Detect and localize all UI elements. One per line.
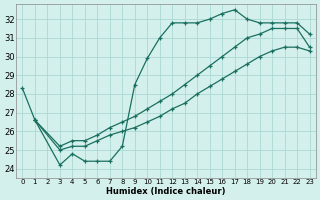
X-axis label: Humidex (Indice chaleur): Humidex (Indice chaleur) <box>106 187 226 196</box>
